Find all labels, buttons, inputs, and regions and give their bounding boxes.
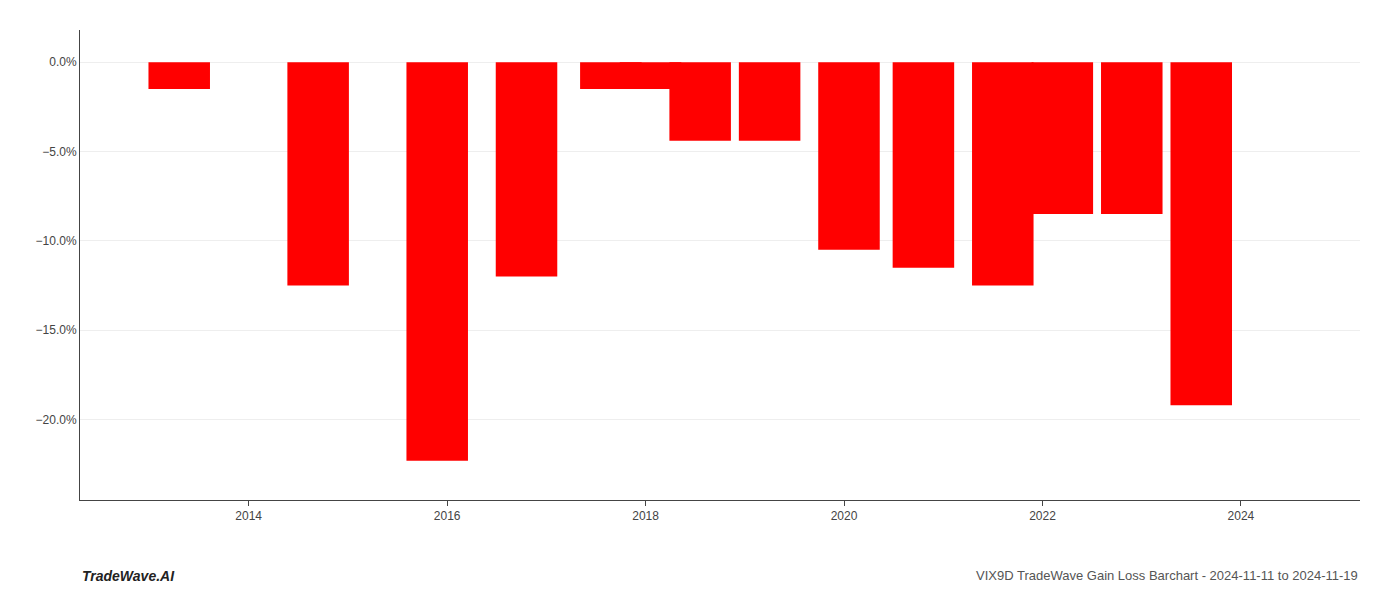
svg-text:2022: 2022 [1029, 509, 1056, 523]
svg-text:TradeWave.AI: TradeWave.AI [82, 568, 175, 584]
svg-text:2020: 2020 [831, 509, 858, 523]
svg-text:2014: 2014 [235, 509, 262, 523]
svg-text:−20.0%: −20.0% [36, 413, 77, 427]
svg-text:VIX9D TradeWave Gain Loss Barc: VIX9D TradeWave Gain Loss Barchart - 202… [976, 568, 1358, 583]
svg-text:0.0%: 0.0% [49, 55, 77, 69]
svg-text:−10.0%: −10.0% [36, 234, 77, 248]
svg-text:−15.0%: −15.0% [36, 323, 77, 337]
svg-text:2016: 2016 [434, 509, 461, 523]
svg-text:2024: 2024 [1228, 509, 1255, 523]
svg-text:2018: 2018 [632, 509, 659, 523]
svg-text:−5.0%: −5.0% [42, 145, 77, 159]
